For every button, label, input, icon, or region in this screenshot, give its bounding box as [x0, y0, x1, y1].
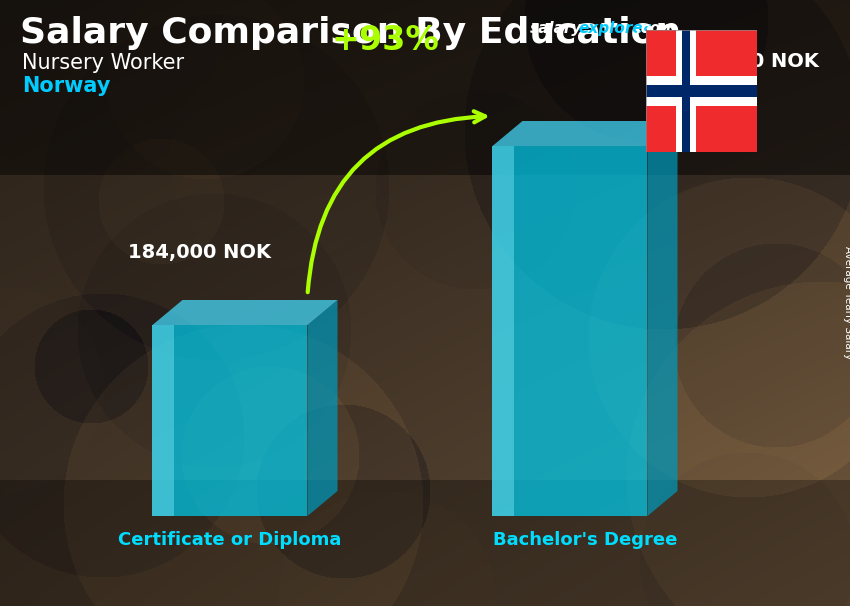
Text: Nursery Worker: Nursery Worker [22, 53, 184, 73]
Polygon shape [152, 300, 337, 325]
Text: .com: .com [635, 21, 676, 36]
Polygon shape [308, 300, 337, 516]
Bar [152, 325, 308, 516]
Text: Salary Comparison By Education: Salary Comparison By Education [20, 16, 681, 50]
Text: Norway: Norway [22, 76, 110, 96]
Bar [676, 30, 696, 152]
Text: +93%: +93% [332, 24, 439, 58]
Text: 356,000 NOK: 356,000 NOK [676, 52, 819, 71]
Bar [0, 0, 850, 175]
Text: explorer: explorer [578, 21, 650, 36]
Bar [152, 325, 174, 516]
Bar [683, 30, 690, 152]
Text: Average Yearly Salary: Average Yearly Salary [843, 247, 850, 359]
Bar [492, 146, 514, 516]
Text: salary: salary [530, 21, 582, 36]
Bar [646, 76, 756, 106]
Polygon shape [492, 121, 677, 146]
Bar [492, 146, 648, 516]
Bar [646, 85, 756, 97]
Polygon shape [648, 121, 677, 516]
Text: Certificate or Diploma: Certificate or Diploma [118, 531, 342, 549]
Text: 184,000 NOK: 184,000 NOK [128, 243, 271, 262]
Text: Bachelor's Degree: Bachelor's Degree [493, 531, 677, 549]
